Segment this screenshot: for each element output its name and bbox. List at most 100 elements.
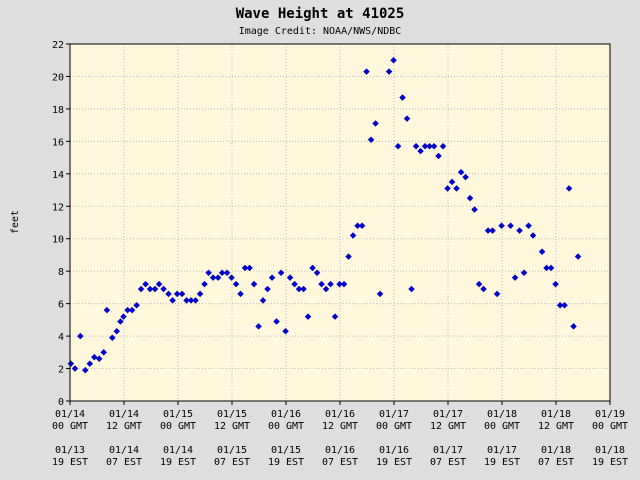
data-point [151, 285, 159, 293]
data-point [250, 280, 258, 288]
data-point [277, 269, 285, 277]
data-point [507, 222, 514, 230]
data-point [273, 318, 280, 325]
x-tick-label: 01/15 [271, 445, 301, 456]
data-point [417, 147, 424, 155]
data-point [237, 290, 244, 298]
data-point [462, 173, 469, 181]
data-point [480, 285, 487, 293]
data-point [313, 269, 321, 277]
data-point [113, 327, 121, 335]
x-tick-label: 00 GMT [160, 421, 196, 432]
data-point [336, 280, 343, 288]
data-point [363, 68, 370, 75]
data-point [547, 264, 555, 272]
data-point [439, 142, 447, 150]
x-tick-label: 19 EST [160, 457, 196, 468]
data-point [322, 285, 330, 293]
data-point [201, 280, 208, 288]
y-axis: 0 2 4 6 8 10 12 14 16 18 20 22 [52, 40, 70, 408]
data-point [354, 222, 361, 230]
data-point [209, 274, 217, 282]
y-tick-label: 2 [58, 365, 64, 376]
data-point [160, 285, 167, 293]
x-tick-label: 12 GMT [214, 421, 250, 432]
data-point [538, 248, 546, 256]
data-point [421, 142, 429, 150]
grid-lines [70, 44, 610, 401]
data-point [100, 348, 108, 356]
data-point [95, 355, 103, 363]
x-tick-label: 01/14 [109, 445, 139, 456]
data-point [565, 185, 573, 192]
data-point [187, 297, 195, 304]
data-point [86, 360, 94, 368]
data-point [511, 274, 519, 282]
x-tick-label: 12 GMT [430, 421, 466, 432]
x-tick-label: 19 EST [52, 457, 88, 468]
data-point [412, 142, 420, 150]
x-tick-label: 01/16 [325, 409, 355, 420]
x-tick-label: 00 GMT [484, 421, 520, 432]
data-point [232, 280, 240, 288]
data-point [103, 306, 111, 314]
data-point [192, 297, 199, 304]
data-point [67, 360, 75, 368]
x-tick-label: 19 EST [484, 457, 520, 468]
y-tick-label: 22 [52, 40, 64, 51]
x-tick-label: 12 GMT [106, 421, 142, 432]
y-tick-label: 8 [58, 267, 64, 278]
data-point [552, 280, 559, 288]
x-tick-label: 19 EST [376, 457, 412, 468]
data-point [403, 115, 411, 122]
data-point [255, 323, 262, 330]
data-point [367, 136, 375, 144]
y-tick-label: 10 [52, 235, 64, 246]
data-point [516, 227, 523, 234]
data-point [426, 142, 433, 150]
x-tick-label: 19 EST [592, 457, 628, 468]
x-tick-label: 01/16 [271, 409, 301, 420]
data-point [137, 285, 145, 293]
x-tick-label: 01/18 [541, 445, 571, 456]
data-points [67, 56, 582, 374]
data-point [214, 274, 222, 282]
data-point [349, 232, 357, 239]
data-point [457, 168, 465, 176]
data-point [108, 334, 116, 342]
x-tick-label: 07 EST [322, 457, 358, 468]
data-point [498, 222, 505, 230]
data-point [475, 280, 483, 288]
x-tick-label: 01/17 [433, 445, 463, 456]
data-point [246, 264, 253, 272]
x-tick-label: 01/18 [541, 409, 571, 420]
chart-title: Wave Height at 41025 [236, 6, 405, 22]
x-tick-label: 12 GMT [538, 421, 574, 432]
x-tick-label: 01/19 [595, 409, 625, 420]
data-point [520, 269, 528, 277]
data-point [169, 297, 176, 304]
data-point [128, 306, 136, 314]
data-point [484, 227, 492, 234]
data-point [228, 274, 235, 282]
data-point [223, 269, 231, 277]
x-tick-label: 01/17 [379, 409, 409, 420]
data-point [493, 290, 501, 298]
x-tick-label: 01/18 [487, 409, 517, 420]
data-point [489, 227, 496, 234]
y-tick-label: 18 [52, 105, 64, 116]
x-tick-label: 07 EST [430, 457, 466, 468]
data-point [142, 280, 149, 288]
data-point [561, 301, 568, 309]
data-point [120, 313, 127, 320]
data-point [385, 68, 393, 75]
x-tick-label: 01/17 [433, 409, 463, 420]
x-tick-label: 00 GMT [376, 421, 412, 432]
data-point [358, 222, 366, 230]
data-point [183, 297, 190, 304]
data-point [205, 269, 212, 277]
data-point [124, 306, 131, 314]
data-point [165, 290, 172, 298]
x-tick-label: 01/16 [325, 445, 355, 456]
